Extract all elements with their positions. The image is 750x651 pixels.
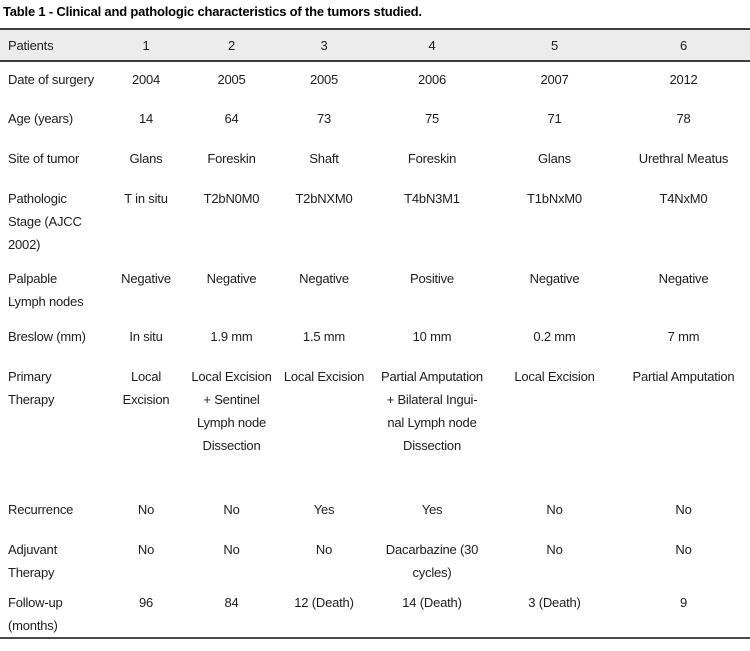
cell: 75	[424, 111, 440, 126]
cell: 2007	[540, 72, 569, 87]
row-label: Date of surgery	[8, 72, 94, 87]
header-patients-label: Patients	[0, 29, 105, 62]
row-label: Age (years)	[8, 111, 73, 126]
cell: Yes	[313, 502, 335, 517]
cell: T4NxM0	[659, 191, 708, 206]
cell: 0.2 mm	[533, 329, 576, 344]
cell: 84	[224, 595, 239, 610]
cell: Foreskin	[407, 151, 457, 166]
cell: 2012	[669, 72, 698, 87]
cell: Dacarbazine (30 cycles)	[385, 542, 479, 580]
cell: Partial Amputation + Bilateral Ingui- na…	[381, 369, 483, 453]
cell: Positive	[410, 271, 454, 286]
cell: 7 mm	[667, 329, 700, 344]
cell: T4bN3M1	[404, 191, 460, 206]
cell: 10 mm	[412, 329, 452, 344]
cell: Shaft	[309, 151, 339, 166]
table-row-breslow: Breslow (mm) In situ 1.9 mm 1.5 mm 10 mm…	[0, 319, 750, 359]
cell: Urethral Meatus	[638, 151, 729, 166]
header-patient-1: 1	[105, 29, 187, 62]
clinical-characteristics-table: Patients 1 2 3 4 5 6 Date of surgery 200…	[0, 28, 750, 639]
header-patient-2: 2	[187, 29, 276, 62]
cell: Negative	[658, 271, 709, 286]
cell: T in situ	[124, 191, 168, 206]
cell: 78	[676, 111, 691, 126]
cell: Negative	[299, 271, 349, 286]
cell: No	[675, 502, 692, 517]
cell: Glans	[129, 151, 163, 166]
cell: Foreskin	[207, 151, 256, 166]
header-patient-5: 5	[492, 29, 617, 62]
header-patient-4: 4	[372, 29, 492, 62]
cell: Local Excision + Sentinel Lymph node Dis…	[191, 369, 272, 453]
cell: No	[315, 542, 333, 557]
table-title: Table 1 - Clinical and pathologic charac…	[3, 4, 422, 19]
cell: No	[675, 542, 692, 557]
table-row-site-of-tumor: Site of tumor Glans Foreskin Shaft Fores…	[0, 141, 750, 181]
cell: Negative	[529, 271, 580, 286]
cell: No	[223, 502, 240, 517]
cell: 12 (Death)	[294, 595, 354, 610]
table-row-adjuvant-therapy: Adjuvant Therapy No No No Dacarbazine (3…	[0, 532, 750, 585]
header-patient-6: 6	[617, 29, 750, 62]
header-row: Patients 1 2 3 4 5 6	[0, 29, 750, 62]
table-row-follow-up: Follow-up (months) 96 84 12 (Death) 14 (…	[0, 585, 750, 638]
table-row-date-of-surgery: Date of surgery 2004 2005 2005 2006 2007…	[0, 61, 750, 101]
cell: Local Excision	[514, 369, 595, 384]
cell: 64	[224, 111, 239, 126]
table-row-pathologic-stage: Pathologic Stage (AJCC 2002) T in situ T…	[0, 181, 750, 261]
cell: T1bNxM0	[527, 191, 582, 206]
cell: Partial Amputation	[632, 369, 735, 384]
cell: 14	[138, 111, 154, 126]
cell: 96	[138, 595, 154, 610]
cell: 14 (Death)	[402, 595, 462, 610]
cell: No	[546, 502, 563, 517]
header-patient-3: 3	[276, 29, 372, 62]
cell: 2005	[309, 72, 339, 87]
cell: T2bN0M0	[203, 191, 260, 206]
cell: 2004	[131, 72, 161, 87]
row-label: Primary Therapy	[8, 369, 55, 407]
cell: 9	[679, 595, 688, 610]
cell: 1.5 mm	[302, 329, 346, 344]
table-row-palpable-lymph-nodes: Palpable Lymph nodes Negative Negative N…	[0, 261, 750, 319]
cell: No	[137, 542, 155, 557]
cell: Glans	[538, 151, 571, 166]
cell: T2bNXM0	[295, 191, 353, 206]
table-row-recurrence: Recurrence No No Yes Yes No No	[0, 492, 750, 532]
table-row-primary-therapy: Primary Therapy Local Excision Local Exc…	[0, 359, 750, 492]
cell: Negative	[121, 271, 171, 286]
row-label: Follow-up (months)	[8, 595, 63, 633]
cell: Yes	[421, 502, 443, 517]
cell: Local Excision	[283, 369, 365, 384]
row-label: Breslow (mm)	[8, 329, 86, 344]
cell: 73	[316, 111, 332, 126]
row-label: Site of tumor	[8, 151, 80, 166]
cell: No	[137, 502, 155, 517]
cell: 3 (Death)	[528, 595, 581, 610]
cell: Negative	[206, 271, 257, 286]
cell: In situ	[129, 329, 163, 344]
table-row-age: Age (years) 14 64 73 75 71 78	[0, 101, 750, 141]
row-label: Pathologic Stage (AJCC 2002)	[8, 191, 82, 252]
cell: 2005	[217, 72, 246, 87]
cell: Local Excision	[122, 369, 170, 407]
row-label: Adjuvant Therapy	[8, 542, 57, 580]
cell: No	[223, 542, 240, 557]
row-label: Palpable Lymph nodes	[8, 271, 84, 309]
row-label: Recurrence	[8, 502, 74, 517]
cell: 1.9 mm	[210, 329, 253, 344]
cell: No	[546, 542, 563, 557]
cell: 71	[547, 111, 562, 126]
cell: 2006	[417, 72, 447, 87]
